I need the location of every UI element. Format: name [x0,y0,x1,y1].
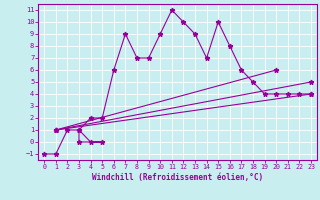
X-axis label: Windchill (Refroidissement éolien,°C): Windchill (Refroidissement éolien,°C) [92,173,263,182]
